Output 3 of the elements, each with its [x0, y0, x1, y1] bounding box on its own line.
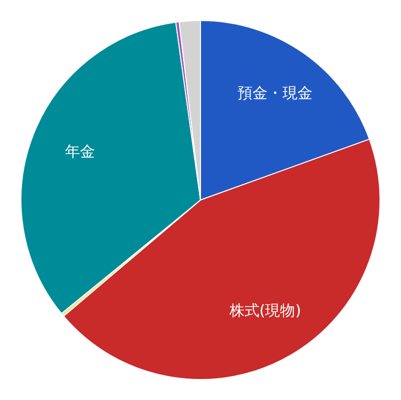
slice-label: 年金	[65, 142, 96, 161]
slice-label: 預金・現金	[237, 84, 312, 102]
slice-label: 株式(現物)	[228, 302, 302, 320]
